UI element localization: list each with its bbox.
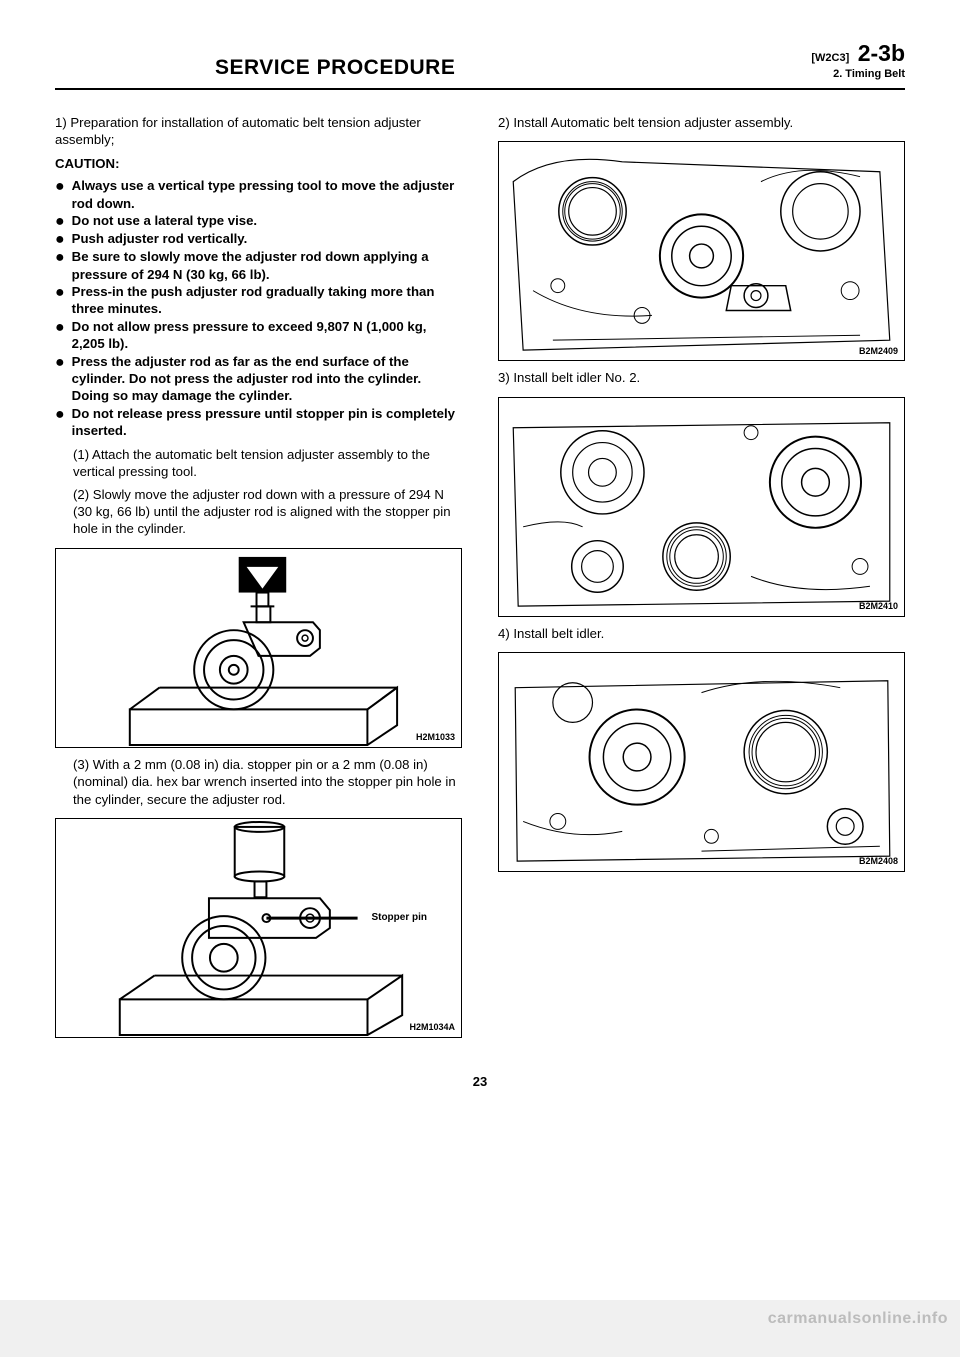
press-tool-illustration [56, 549, 461, 747]
figure-stopper-pin: Stopper pin H2M1034A [55, 818, 462, 1038]
bullet-item: ● Be sure to slowly move the adjuster rod… [55, 248, 462, 283]
figure-id: H2M1033 [416, 732, 455, 744]
stopper-pin-illustration [56, 819, 461, 1037]
header-code: 2-3b [858, 40, 905, 66]
page-header: SERVICE PROCEDURE [W2C3] 2-3b 2. Timing … [55, 40, 905, 80]
step-1: 1) Preparation for installation of autom… [55, 114, 462, 149]
bullet-text: Do not release press pressure until stop… [72, 405, 462, 440]
page-number: 23 [55, 1074, 905, 1089]
watermark: carmanualsonline.info [0, 1300, 960, 1336]
header-rule [55, 88, 905, 90]
bullet-dot-icon: ● [55, 232, 65, 248]
step-3: 3) Install belt idler No. 2. [498, 369, 905, 386]
substep-2: (2) Slowly move the adjuster rod down wi… [73, 486, 462, 538]
substeps: (1) Attach the automatic belt tension ad… [55, 446, 462, 538]
bullet-item: ● Push adjuster rod vertically. [55, 230, 462, 248]
header-title: SERVICE PROCEDURE [215, 56, 455, 80]
bullet-text: Do not use a lateral type vise. [72, 212, 257, 229]
bullet-item: ● Do not allow press pressure to exceed 9… [55, 318, 462, 353]
substep-1: (1) Attach the automatic belt tension ad… [73, 446, 462, 481]
left-column: 1) Preparation for installation of autom… [55, 114, 462, 1046]
bullet-text: Press the adjuster rod as far as the end… [72, 353, 462, 405]
header-right: [W2C3] 2-3b 2. Timing Belt [811, 40, 905, 80]
engine-illustration-2 [499, 398, 904, 616]
bullet-text: Be sure to slowly move the adjuster rod … [72, 248, 462, 283]
step-2: 2) Install Automatic belt tension adjust… [498, 114, 905, 131]
content-columns: 1) Preparation for installation of autom… [55, 114, 905, 1046]
bullet-dot-icon: ● [55, 320, 65, 336]
figure-id: B2M2410 [859, 601, 898, 613]
bullet-dot-icon: ● [55, 355, 65, 371]
bullet-dot-icon: ● [55, 214, 65, 230]
bullet-dot-icon: ● [55, 285, 65, 301]
bullet-dot-icon: ● [55, 250, 65, 266]
bullet-item: ● Press-in the push adjuster rod graduall… [55, 283, 462, 318]
figure-idler: B2M2408 [498, 652, 905, 872]
bullet-item: ● Do not release press pressure until sto… [55, 405, 462, 440]
engine-illustration-3 [499, 653, 904, 871]
bullet-text: Do not allow press pressure to exceed 9,… [72, 318, 462, 353]
figure-caption: Stopper pin [371, 911, 427, 924]
bullet-dot-icon: ● [55, 179, 65, 195]
bullet-text: Always use a vertical type pressing tool… [72, 177, 462, 212]
page: SERVICE PROCEDURE [W2C3] 2-3b 2. Timing … [0, 0, 960, 1300]
bullet-text: Push adjuster rod vertically. [72, 230, 248, 247]
figure-id: B2M2409 [859, 346, 898, 358]
figure-id: H2M1034A [409, 1022, 455, 1034]
substep-3: (3) With a 2 mm (0.08 in) dia. stopper p… [73, 756, 462, 808]
header-code-prefix: [W2C3] [811, 52, 849, 64]
figure-adjuster-assembly: B2M2409 [498, 141, 905, 361]
bullet-dot-icon: ● [55, 407, 65, 423]
figure-idler-2: B2M2410 [498, 397, 905, 617]
header-subtitle: 2. Timing Belt [811, 68, 905, 80]
substep-3-block: (3) With a 2 mm (0.08 in) dia. stopper p… [55, 756, 462, 808]
bullet-text: Press-in the push adjuster rod gradually… [72, 283, 462, 318]
bullet-item: ● Always use a vertical type pressing too… [55, 177, 462, 212]
right-column: 2) Install Automatic belt tension adjust… [498, 114, 905, 1046]
caution-heading: CAUTION: [55, 155, 462, 172]
bullet-item: ● Press the adjuster rod as far as the en… [55, 353, 462, 405]
step-4: 4) Install belt idler. [498, 625, 905, 642]
engine-illustration-1 [499, 142, 904, 360]
figure-id: B2M2408 [859, 856, 898, 868]
bullet-item: ● Do not use a lateral type vise. [55, 212, 462, 230]
figure-press-tool: H2M1033 [55, 548, 462, 748]
caution-list: ● Always use a vertical type pressing too… [55, 177, 462, 439]
